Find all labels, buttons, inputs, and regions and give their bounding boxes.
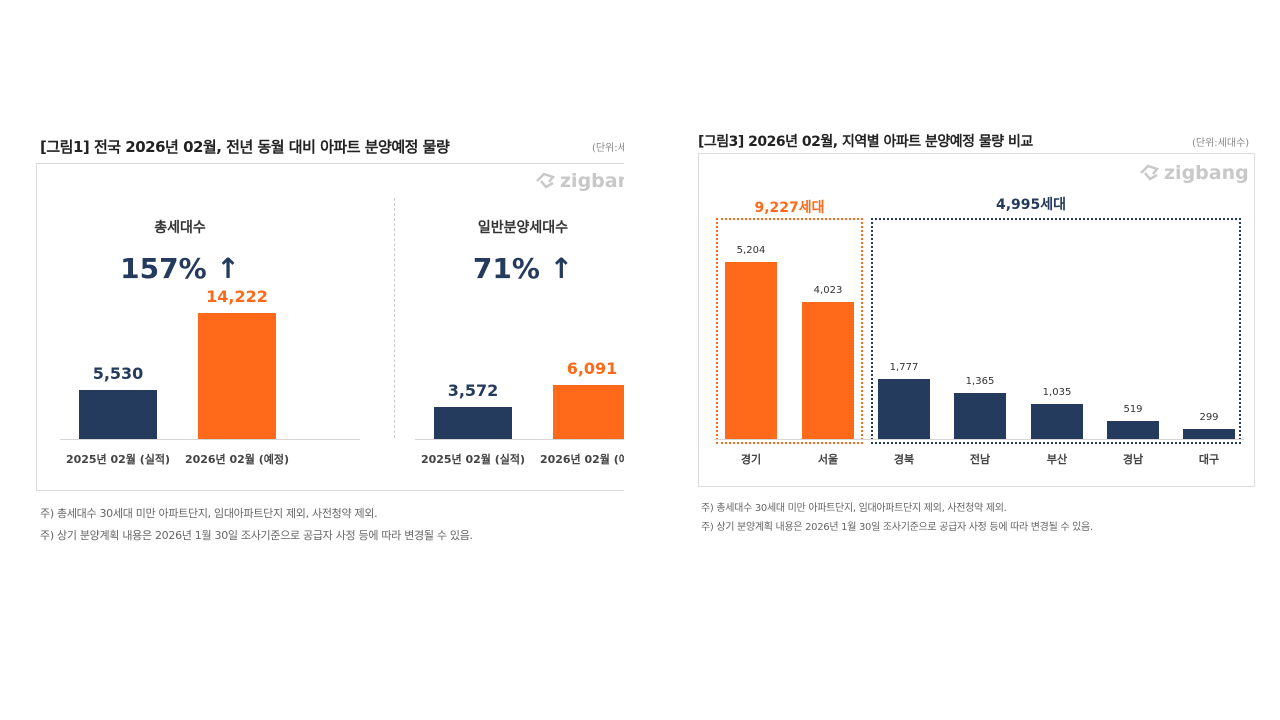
chart1-note-2: 주) 상기 분양계획 내용은 2026년 1월 30일 조사기준으로 공급자 사… <box>40 529 473 542</box>
chart3-title: [그림3] 2026년 02월, 지역별 아파트 분양예정 물량 비교 <box>698 134 1033 150</box>
x-tick-label: 대구 <box>1198 453 1220 466</box>
bar <box>1107 421 1159 439</box>
data-label: 519 <box>1123 404 1143 416</box>
data-label: 1,777 <box>889 361 919 373</box>
bar <box>434 407 512 439</box>
data-label: 299 <box>1199 411 1219 423</box>
capital-area-total: 9,227세대 <box>754 200 825 216</box>
capital-area-bracket <box>716 218 863 444</box>
data-label: 5,204 <box>736 245 766 256</box>
data-label: 3,572 <box>447 381 499 401</box>
group2-label: 일반분양세대수 <box>477 220 569 236</box>
data-label: 4,023 <box>813 285 843 297</box>
chart1-baseline-2 <box>415 439 624 440</box>
x-tick-label: 2026년 02월 (예정) <box>184 453 290 466</box>
bar <box>1183 428 1235 439</box>
zigbang-logo-icon <box>536 172 556 189</box>
zigbang-logo: zigbang <box>534 170 624 192</box>
other-region-total: 4,995세대 <box>995 197 1067 213</box>
chart1-note-1: 주) 총세대수 30세대 미만 아파트단지, 임대아파트단지 제외, 사전청약 … <box>40 507 378 520</box>
x-tick-label: 경북 <box>893 453 915 466</box>
other-region-bracket <box>871 218 1241 444</box>
chart1-frame <box>36 163 624 491</box>
chart1-unit: (단위:세대수) <box>592 143 624 154</box>
chart1: [그림1] 전국 2026년 02월, 전년 동월 대비 아파트 분양예정 물량… <box>0 0 624 720</box>
zigbang-logo-icon <box>1140 164 1160 181</box>
data-label: 14,222 <box>206 287 268 306</box>
x-tick-label: 2026년 02월 (예정) <box>539 453 624 466</box>
zigbang-logo: zigbang <box>1138 162 1249 184</box>
data-label: 6,091 <box>566 359 618 379</box>
group1-label: 총세대수 <box>154 220 206 236</box>
bar <box>1031 403 1083 439</box>
bar <box>553 385 624 439</box>
data-label: 1,035 <box>1042 386 1072 398</box>
bar <box>878 378 930 439</box>
x-tick-label: 2025년 02월 (실적) <box>420 453 526 466</box>
x-tick-label: 전남 <box>969 453 991 466</box>
chart3-note-1: 주) 총세대수 30세대 미만 아파트단지, 임대아파트단지 제외, 사전청약 … <box>701 503 1007 514</box>
chart1-title: [그림1] 전국 2026년 02월, 전년 동월 대비 아파트 분양예정 물량 <box>40 138 450 156</box>
group2-change: 71% ↑ <box>472 252 574 285</box>
bar <box>198 313 276 439</box>
x-tick-label: 경남 <box>1122 453 1144 466</box>
chart1-baseline-1 <box>60 439 360 440</box>
bar <box>79 390 157 439</box>
bar <box>954 392 1006 439</box>
data-label: 5,530 <box>92 364 144 383</box>
group-divider <box>394 198 395 438</box>
x-tick-label: 부산 <box>1046 453 1068 466</box>
group1-change: 157% ↑ <box>120 252 240 285</box>
x-tick-label: 경기 <box>740 453 762 466</box>
bar <box>802 302 854 439</box>
data-label: 1,365 <box>965 375 995 387</box>
x-tick-label: 서울 <box>817 453 839 466</box>
bar <box>725 262 777 439</box>
chart3-baseline <box>714 439 1244 440</box>
x-tick-label: 2025년 02월 (실적) <box>65 453 171 466</box>
chart3-note-2: 주) 상기 분양계획 내용은 2026년 1월 30일 조사기준으로 공급자 사… <box>701 522 1093 533</box>
chart3-unit: (단위:세대수) <box>1192 138 1250 149</box>
